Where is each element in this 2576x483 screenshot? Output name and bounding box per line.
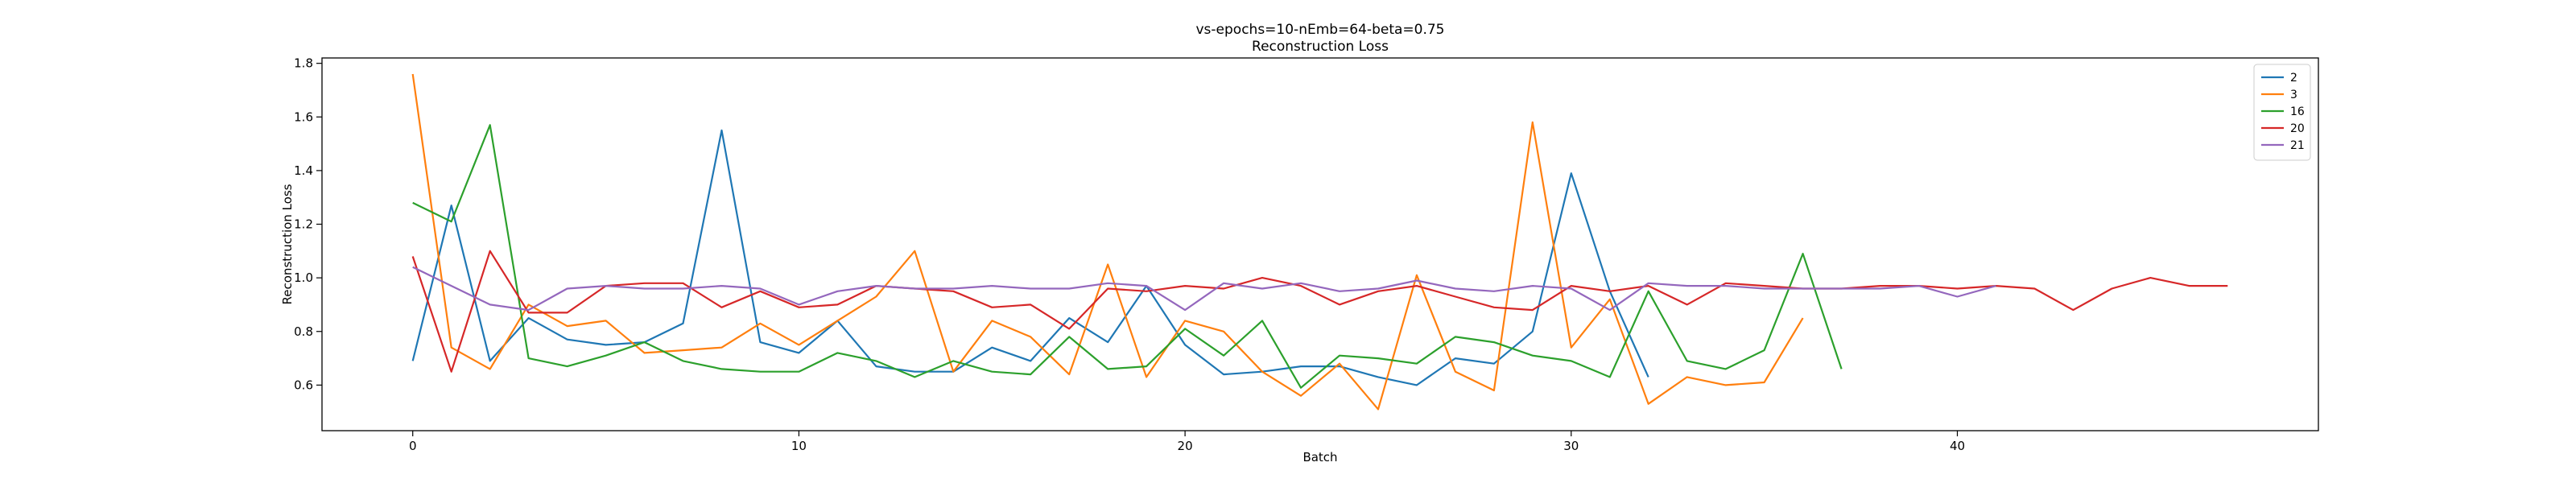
x-tick-label: 0 bbox=[409, 439, 417, 453]
legend: 2 3 16 20 21 bbox=[2253, 64, 2311, 161]
y-tick-label: 1.6 bbox=[294, 109, 313, 124]
y-tick-label: 0.6 bbox=[294, 378, 313, 392]
x-tick-label: 10 bbox=[791, 439, 807, 453]
series-line-2 bbox=[411, 129, 1649, 386]
y-axis: 0.6 0.8 1.0 1.2 1.4 1.6 1.8 bbox=[294, 56, 322, 392]
legend-label-2: 2 bbox=[2290, 72, 2297, 85]
x-tick-label: 30 bbox=[1563, 439, 1579, 453]
y-tick-label: 1.2 bbox=[294, 217, 313, 232]
y-tick-label: 1.8 bbox=[294, 56, 313, 71]
plot-frame bbox=[321, 57, 2319, 431]
series-line-21 bbox=[412, 266, 1996, 312]
legend-box bbox=[2253, 64, 2311, 161]
chart-title: vs-epochs=10-nEmb=64-beta=0.75 bbox=[1196, 22, 1445, 38]
legend-label-3: 3 bbox=[2290, 89, 2297, 101]
series-line-20 bbox=[411, 250, 2228, 373]
y-tick-label: 0.8 bbox=[294, 324, 313, 339]
x-axis-label: Batch bbox=[1302, 450, 1337, 464]
legend-label-21: 21 bbox=[2290, 139, 2305, 152]
x-tick-label: 40 bbox=[1950, 439, 1965, 453]
x-tick-label: 20 bbox=[1178, 439, 1193, 453]
plot-lines bbox=[411, 73, 2228, 411]
series-line-3 bbox=[411, 73, 1804, 411]
series-line-16 bbox=[412, 124, 1843, 389]
legend-label-20: 20 bbox=[2290, 122, 2305, 135]
legend-label-16: 16 bbox=[2290, 105, 2305, 118]
y-tick-label: 1.0 bbox=[294, 270, 313, 285]
x-axis: 0 10 20 30 40 bbox=[409, 431, 1965, 453]
y-tick-label: 1.4 bbox=[294, 163, 313, 178]
chart-subtitle: Reconstruction Loss bbox=[1252, 39, 1389, 55]
y-axis-label: Reconstruction Loss bbox=[280, 184, 295, 304]
